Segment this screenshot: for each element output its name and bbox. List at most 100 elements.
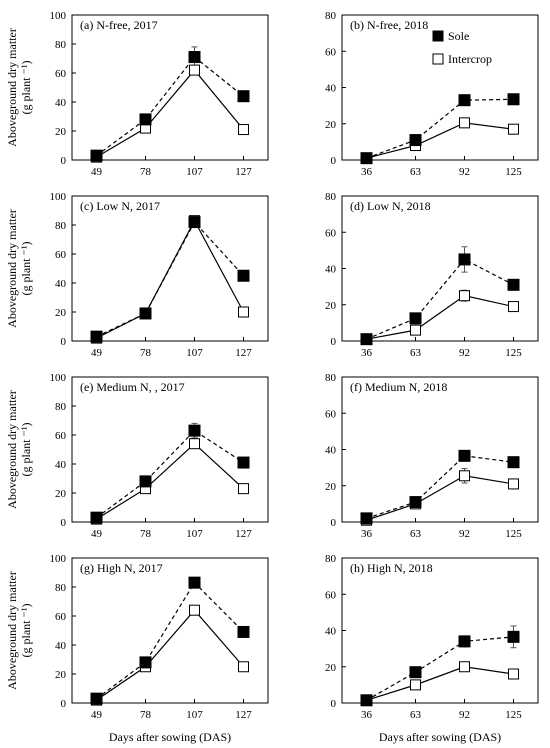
y-tick-label: 60	[325, 589, 337, 601]
y-tick-label: 0	[331, 336, 337, 348]
intercrop-marker	[238, 483, 249, 495]
x-tick-label: 107	[186, 709, 203, 721]
x-tick-label: 49	[91, 528, 103, 540]
sole-marker	[409, 134, 422, 147]
sole-series-line	[366, 98, 514, 159]
intercrop-series-line	[366, 666, 514, 701]
y-tick-label: 80	[325, 10, 337, 22]
x-tick-label: 36	[361, 166, 373, 178]
sole-marker	[507, 456, 520, 469]
sole-series-line	[96, 581, 244, 700]
y-tick-label: 60	[55, 611, 67, 623]
intercrop-series-line	[366, 295, 514, 340]
y-tick-label: 80	[325, 372, 337, 384]
panel-g: 0 20 40 60 80 100 49 78 107 127 (g) High N, 2017 Ab…	[5, 553, 269, 721]
y-tick-label: 60	[325, 46, 337, 58]
y-tick-label: 100	[50, 191, 67, 203]
sole-marker	[139, 113, 152, 126]
y-tick-label: 20	[325, 662, 337, 674]
y-axis-title: Aboveground dry matter(g plant ⁻¹)	[5, 571, 33, 690]
x-tick-label: 107	[186, 166, 203, 178]
panel-a: 0 20 40 60 80 100 49 78 107 127 (a) N-free, 2017 Ab…	[5, 10, 269, 178]
sole-marker	[507, 630, 520, 643]
y-tick-label: 0	[331, 698, 337, 710]
plot-frame	[71, 376, 269, 523]
panel-title: (b) N-free, 2018	[350, 18, 428, 32]
x-tick-label: 127	[235, 166, 252, 178]
x-tick-label: 36	[361, 709, 373, 721]
y-axis-title: Aboveground dry matter(g plant ⁻¹)	[5, 209, 33, 328]
y-tick-label: 40	[325, 83, 337, 95]
panel-h: 0 20 40 60 80 36 63 92 125 (h) High N, 2018	[325, 553, 539, 721]
x-tick-label: 63	[410, 709, 422, 721]
y-tick-label: 0	[61, 698, 67, 710]
plot-frame	[341, 195, 539, 342]
panel-title: (a) N-free, 2017	[80, 18, 158, 32]
plot-frame	[71, 14, 269, 161]
x-tick-label: 127	[235, 528, 252, 540]
y-axis-title-line2: (g plant ⁻¹)	[19, 604, 33, 658]
y-tick-label: 20	[325, 119, 337, 131]
panel-title: (h) High N, 2018	[350, 561, 433, 575]
x-tick-label: 92	[459, 528, 470, 540]
y-tick-label: 0	[61, 517, 67, 529]
panel-title: (d) Low N, 2018	[350, 199, 431, 213]
x-tick-label: 92	[459, 166, 470, 178]
y-axis-title-line1: Aboveground dry matter	[5, 571, 19, 690]
y-tick-label: 40	[55, 278, 67, 290]
panel-b: 0 20 40 60 80 36 63 92 125 (b) N-free, 2018 Sole In…	[325, 10, 539, 178]
y-tick-label: 80	[55, 220, 67, 232]
y-tick-label: 40	[325, 264, 337, 276]
y-tick-label: 0	[61, 336, 67, 348]
panel-title: (c) Low N, 2017	[80, 199, 160, 213]
x-tick-label: 125	[505, 709, 522, 721]
x-tick-label: 78	[140, 166, 152, 178]
x-tick-label: 36	[361, 528, 373, 540]
x-tick-label: 127	[235, 347, 252, 359]
panel-f: 0 20 40 60 80 36 63 92 125 (f) Medium N, 2018	[325, 372, 539, 540]
intercrop-marker	[508, 301, 519, 313]
sole-marker	[360, 333, 373, 346]
sole-marker	[90, 511, 103, 524]
x-tick-label: 107	[186, 528, 203, 540]
y-tick-label: 20	[55, 488, 67, 500]
sole-marker	[458, 449, 471, 462]
intercrop-marker	[189, 64, 200, 76]
y-tick-label: 80	[55, 39, 67, 51]
plot-frame	[341, 557, 539, 704]
sole-marker	[409, 496, 422, 509]
sole-marker	[458, 94, 471, 107]
sole-marker	[360, 694, 373, 707]
legend-intercrop-marker	[432, 53, 444, 65]
sole-series-line	[366, 455, 514, 519]
sole-marker	[237, 625, 250, 638]
legend-sole-marker	[432, 30, 444, 42]
sole-series-line	[96, 56, 244, 157]
sole-marker	[237, 90, 250, 103]
y-tick-label: 20	[55, 307, 67, 319]
x-tick-label: 49	[91, 166, 103, 178]
legend-sole-label: Sole	[448, 29, 469, 43]
y-tick-label: 60	[55, 249, 67, 261]
sole-marker	[360, 512, 373, 525]
x-axis-title-left: Days after sowing (DAS)	[109, 730, 231, 744]
intercrop-series-line	[96, 69, 244, 158]
intercrop-marker	[508, 668, 519, 680]
y-tick-label: 0	[331, 155, 337, 167]
sole-marker	[139, 307, 152, 320]
intercrop-marker	[459, 117, 470, 129]
intercrop-series-line	[96, 219, 245, 339]
intercrop-marker	[238, 661, 249, 673]
panel-c: 0 20 40 60 80 100 49 78 107 127 (c) Low N, 2017 Abo…	[5, 191, 269, 359]
y-axis-title-line2: (g plant ⁻¹)	[19, 423, 33, 477]
sole-marker	[458, 253, 471, 266]
sole-marker	[90, 149, 103, 162]
x-tick-label: 78	[140, 709, 152, 721]
intercrop-marker	[410, 679, 421, 691]
intercrop-series-line	[96, 442, 244, 520]
x-tick-label: 125	[505, 166, 522, 178]
sole-marker	[188, 51, 201, 64]
sole-marker	[188, 216, 201, 229]
y-tick-label: 0	[331, 517, 337, 529]
